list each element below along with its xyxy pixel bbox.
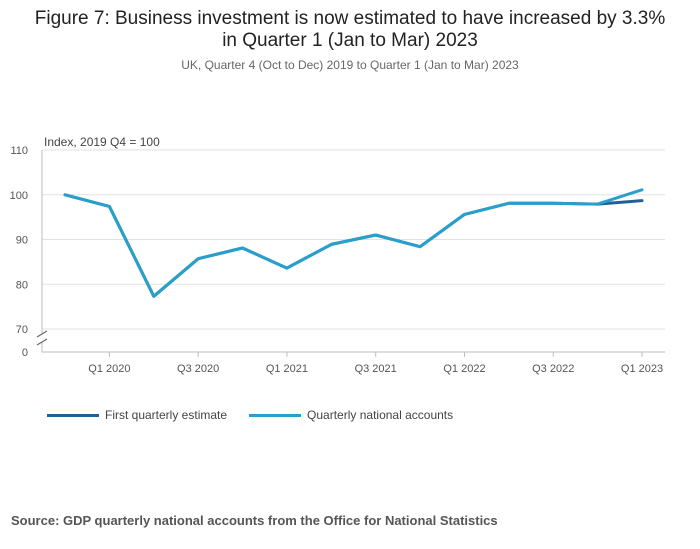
y-tick-label: 100 xyxy=(10,190,28,202)
chart-title-line1: Figure 7: Business investment is now est… xyxy=(34,8,666,29)
y-axis-label: Index, 2019 Q4 = 100 xyxy=(44,135,160,149)
source-note: Source: GDP quarterly national accounts … xyxy=(11,513,498,528)
series-line-qna xyxy=(63,188,644,298)
x-tick-label: Q3 2020 xyxy=(177,363,219,375)
series-line-first-estimate xyxy=(63,193,644,298)
chart-subtitle: UK, Quarter 4 (Oct to Dec) 2019 to Quart… xyxy=(181,58,519,72)
y-tick-label: 0 xyxy=(22,347,28,359)
legend-label-qna: Quarterly national accounts xyxy=(307,408,454,422)
x-tick-label: Q3 2022 xyxy=(532,363,574,375)
y-tick-label: 80 xyxy=(16,279,28,291)
axis-break-mark xyxy=(36,330,48,338)
y-tick-label: 110 xyxy=(10,145,28,157)
x-tick-label: Q3 2021 xyxy=(355,363,397,375)
legend-item-first-estimate: First quarterly estimate xyxy=(47,408,227,422)
chart-title-line2: in Quarter 1 (Jan to Mar) 2023 xyxy=(222,30,478,51)
legend-item-qna: Quarterly national accounts xyxy=(249,408,453,422)
chart-title: Figure 7: Business investment is now est… xyxy=(10,8,690,52)
legend-label-first-estimate: First quarterly estimate xyxy=(105,408,228,422)
x-tick-label: Q1 2021 xyxy=(266,363,308,375)
axis-break-mark xyxy=(36,338,48,346)
x-tick-label: Q1 2022 xyxy=(443,363,485,375)
legend: First quarterly estimate Quarterly natio… xyxy=(47,408,475,422)
legend-swatch-first-estimate xyxy=(47,413,99,417)
legend-swatch-qna xyxy=(249,413,302,417)
y-tick-label: 90 xyxy=(16,235,28,247)
y-tick-label: 70 xyxy=(16,324,28,336)
x-tick-label: Q1 2020 xyxy=(88,363,130,375)
line-chart: 110 100 90 80 70 0 Index, 2019 Q4 = 100 Q1 2020… xyxy=(10,135,665,375)
x-tick-label: Q1 2023 xyxy=(621,363,663,375)
